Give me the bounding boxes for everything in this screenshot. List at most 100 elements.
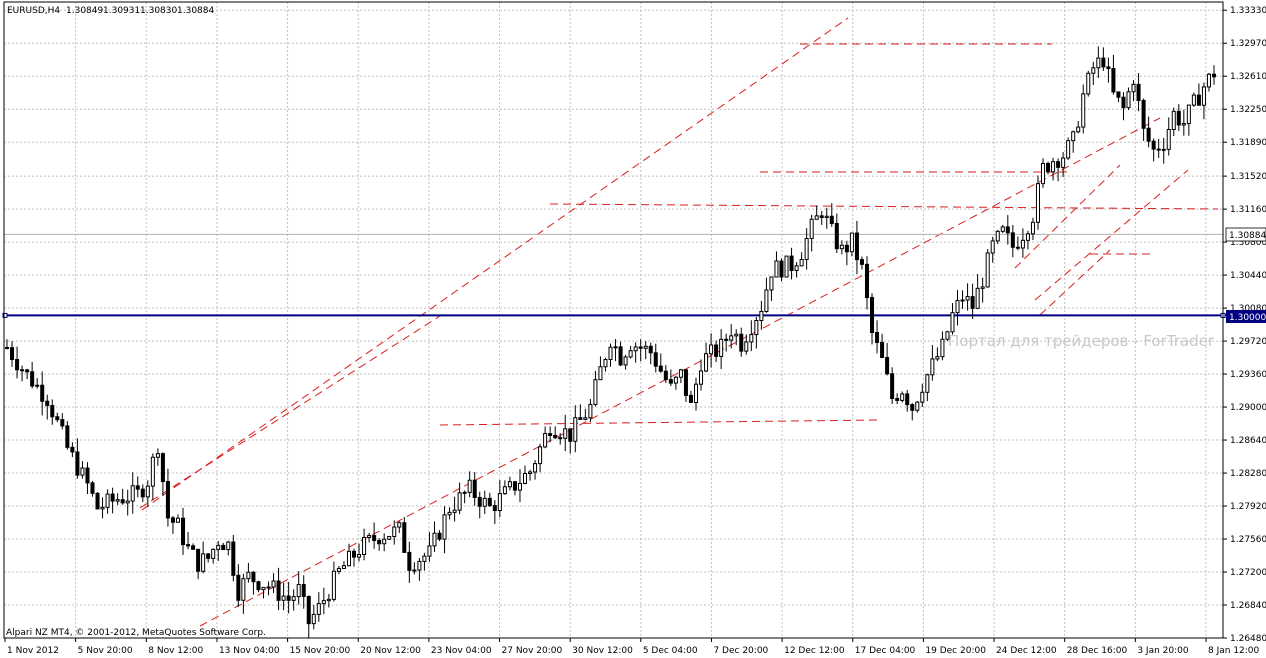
candle-body — [1030, 221, 1035, 235]
chart-header: EURUSD,H4 1.30849 1.30931 1.30830 1.3088… — [7, 6, 214, 16]
candle-body — [1201, 86, 1206, 106]
candle-body — [729, 335, 734, 341]
candle-body — [724, 338, 729, 341]
candle-body — [301, 584, 306, 598]
candle-body — [930, 358, 935, 376]
candle-body — [1056, 161, 1061, 168]
candle-body — [1035, 183, 1040, 223]
candles — [4, 46, 1217, 638]
x-tick-label: 3 Jan 20:00 — [1137, 646, 1189, 656]
x-tick-label: 30 Nov 12:00 — [572, 646, 633, 656]
y-tick-label: 1.27920 — [1230, 502, 1266, 512]
trend-line — [1014, 164, 1121, 269]
candle-body — [844, 244, 849, 253]
candle-body — [4, 346, 10, 349]
candle-body — [739, 333, 744, 352]
candle-body — [1116, 91, 1121, 98]
candle-body — [251, 571, 256, 583]
candle-body — [377, 539, 382, 545]
candle-body — [261, 586, 266, 591]
x-tick-label: 1 Nov 2012 — [7, 646, 59, 656]
plot-frame — [3, 1, 1224, 639]
candle-body — [90, 482, 95, 494]
candle-body — [900, 393, 905, 401]
candle-body — [286, 595, 291, 601]
candle-body — [829, 215, 834, 225]
x-tick-label: 17 Dec 04:00 — [855, 646, 916, 656]
candle-body — [543, 433, 548, 448]
candle-body — [236, 574, 241, 601]
candle-body — [945, 331, 950, 340]
trend-line — [549, 203, 1219, 210]
candle-body — [915, 401, 920, 411]
header-close: 1.30884 — [177, 6, 214, 16]
candle-body — [1010, 232, 1015, 248]
candle-body — [598, 366, 603, 381]
candle-body — [995, 230, 1000, 242]
candle-body — [905, 393, 910, 406]
level-price-label: 1.30000 — [1229, 313, 1266, 323]
candle-body — [1121, 96, 1126, 109]
candle-body — [1136, 83, 1141, 101]
candle-body — [1181, 123, 1186, 126]
candle-body — [623, 356, 628, 366]
x-tick-label: 8 Nov 12:00 — [148, 646, 203, 656]
candle-body — [633, 346, 638, 352]
candle-body — [890, 373, 895, 400]
header-open: 1.30849 — [66, 6, 103, 16]
candle-body — [789, 255, 794, 272]
candle-body — [336, 567, 341, 572]
candle-body — [291, 596, 296, 601]
candle-body — [668, 379, 673, 384]
candle-body — [704, 353, 709, 372]
candle-body — [638, 346, 643, 349]
candle-body — [895, 398, 900, 401]
candle-body — [100, 506, 105, 510]
candle-body — [462, 491, 467, 494]
candle-body — [271, 580, 276, 588]
y-tick-label: 1.29360 — [1230, 370, 1266, 380]
candle-body — [487, 497, 492, 507]
candle-body — [754, 319, 759, 336]
candle-body — [206, 553, 211, 559]
candle-body — [432, 532, 437, 547]
candle-body — [1156, 148, 1161, 151]
candle-body — [683, 369, 688, 396]
watermark-text: Портал для трейдеров - ForTrader — [948, 332, 1215, 350]
candle-body — [115, 499, 120, 502]
candle-body — [216, 544, 221, 550]
candle-body — [507, 481, 512, 488]
candle-body — [1166, 128, 1171, 150]
candle-body — [799, 258, 804, 267]
candle-body — [331, 570, 336, 600]
candle-body — [140, 488, 145, 498]
candle-body — [362, 536, 367, 555]
candle-body — [1066, 140, 1071, 159]
candle-body — [1106, 66, 1111, 69]
candle-body — [1061, 157, 1066, 168]
candle-body — [779, 260, 784, 278]
candle-body — [522, 472, 528, 484]
candle-body — [30, 371, 35, 387]
candle-body — [849, 232, 854, 253]
candle-body — [1101, 57, 1106, 68]
candle-body — [306, 596, 311, 625]
candle-body — [276, 580, 281, 601]
candle-body — [1141, 99, 1146, 129]
candle-body — [618, 346, 623, 366]
candle-body — [950, 312, 955, 333]
candle-body — [864, 263, 870, 299]
candle-body — [1161, 148, 1166, 151]
candle-body — [125, 500, 130, 504]
candle-body — [693, 383, 699, 404]
candle-body — [1076, 126, 1081, 133]
candle-body — [920, 391, 925, 403]
candle-body — [457, 492, 462, 511]
candle-body — [1025, 233, 1030, 241]
level-handle-left — [2, 312, 8, 318]
candle-body — [181, 517, 186, 546]
candle-body — [372, 535, 377, 541]
candle-body — [1176, 110, 1181, 126]
candle-body — [1196, 94, 1201, 106]
